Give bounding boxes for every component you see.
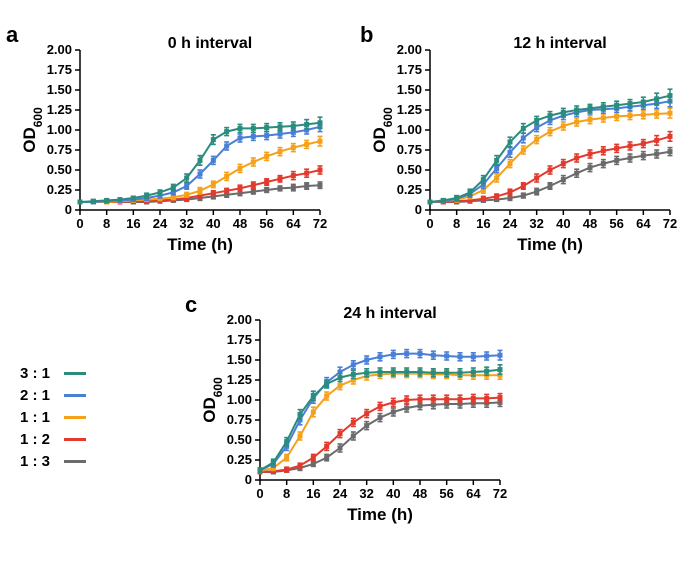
svg-text:32: 32 [359, 486, 373, 501]
svg-text:0.25: 0.25 [227, 452, 252, 467]
chart-panel-a: 0 0.25 0.50 0.75 1.00 1.25 1.50 1.75 2.00 0 8 16 24 3… [25, 40, 335, 260]
svg-text:0.25: 0.25 [47, 182, 72, 197]
svg-text:Time (h): Time (h) [167, 235, 233, 254]
svg-text:1.75: 1.75 [227, 332, 252, 347]
svg-text:16: 16 [476, 216, 490, 231]
svg-text:Time (h): Time (h) [517, 235, 583, 254]
legend-label: 1 : 1 [20, 409, 64, 426]
legend-item: 2 : 1 [20, 384, 86, 406]
svg-text:0.50: 0.50 [47, 162, 72, 177]
figure-root: { "figure":{ "width":685,"height":561,"b… [0, 0, 685, 561]
svg-text:0: 0 [426, 216, 433, 231]
legend-item: 1 : 3 [20, 450, 86, 472]
svg-text:24: 24 [503, 216, 518, 231]
svg-text:2.00: 2.00 [397, 42, 422, 57]
svg-text:1.50: 1.50 [227, 352, 252, 367]
legend-item: 1 : 1 [20, 406, 86, 428]
svg-text:0.75: 0.75 [47, 142, 72, 157]
svg-text:24: 24 [333, 486, 348, 501]
svg-text:16: 16 [306, 486, 320, 501]
svg-text:72: 72 [663, 216, 677, 231]
legend-swatch [64, 460, 86, 463]
svg-text:56: 56 [439, 486, 453, 501]
svg-text:2.00: 2.00 [227, 312, 252, 327]
svg-text:1.50: 1.50 [47, 82, 72, 97]
svg-text:32: 32 [529, 216, 543, 231]
svg-text:1.50: 1.50 [397, 82, 422, 97]
svg-text:8: 8 [103, 216, 110, 231]
svg-text:48: 48 [413, 486, 427, 501]
legend-label: 3 : 1 [20, 365, 64, 382]
legend-swatch [64, 438, 86, 441]
legend-swatch [64, 394, 86, 397]
chart-panel-b: 0 0.25 0.50 0.75 1.00 1.25 1.50 1.75 2.00 0 8 16 24 3… [375, 40, 685, 260]
svg-text:48: 48 [583, 216, 597, 231]
svg-text:1.25: 1.25 [227, 372, 252, 387]
svg-text:40: 40 [556, 216, 570, 231]
legend-item: 1 : 2 [20, 428, 86, 450]
svg-text:64: 64 [636, 216, 651, 231]
svg-text:0.50: 0.50 [397, 162, 422, 177]
svg-text:40: 40 [206, 216, 220, 231]
svg-text:0: 0 [65, 202, 72, 217]
svg-text:64: 64 [466, 486, 481, 501]
svg-text:1.75: 1.75 [47, 62, 72, 77]
svg-text:1.25: 1.25 [47, 102, 72, 117]
legend-label: 2 : 1 [20, 387, 64, 404]
svg-text:56: 56 [259, 216, 273, 231]
svg-text:32: 32 [179, 216, 193, 231]
svg-text:16: 16 [126, 216, 140, 231]
svg-text:0.50: 0.50 [227, 432, 252, 447]
svg-text:48: 48 [233, 216, 247, 231]
legend-swatch [64, 372, 86, 375]
svg-text:1.75: 1.75 [397, 62, 422, 77]
svg-text:72: 72 [313, 216, 327, 231]
svg-text:8: 8 [283, 486, 290, 501]
panel-letter-b: b [360, 22, 373, 48]
svg-text:56: 56 [609, 216, 623, 231]
svg-text:0: 0 [245, 472, 252, 487]
legend-swatch [64, 416, 86, 419]
svg-text:8: 8 [453, 216, 460, 231]
svg-text:40: 40 [386, 486, 400, 501]
svg-text:1.00: 1.00 [227, 392, 252, 407]
svg-text:1.00: 1.00 [397, 122, 422, 137]
svg-text:1.25: 1.25 [397, 102, 422, 117]
chart-panel-c: 0 0.25 0.50 0.75 1.00 1.25 1.50 1.75 2.00 0 8 16 24 3… [205, 310, 515, 530]
svg-text:64: 64 [286, 216, 301, 231]
svg-text:Time (h): Time (h) [347, 505, 413, 524]
legend-label: 1 : 3 [20, 453, 64, 470]
svg-text:0.75: 0.75 [227, 412, 252, 427]
panel-letter-a: a [6, 22, 18, 48]
svg-text:OD600: OD600 [200, 377, 225, 423]
svg-text:0: 0 [415, 202, 422, 217]
svg-text:72: 72 [493, 486, 507, 501]
svg-text:0: 0 [76, 216, 83, 231]
svg-text:24: 24 [153, 216, 168, 231]
svg-text:0.75: 0.75 [397, 142, 422, 157]
legend: 3 : 1 2 : 1 1 : 1 1 : 2 1 : 3 [20, 362, 86, 472]
legend-label: 1 : 2 [20, 431, 64, 448]
svg-text:0.25: 0.25 [397, 182, 422, 197]
svg-text:2.00: 2.00 [47, 42, 72, 57]
panel-letter-c: c [185, 292, 197, 318]
svg-text:0: 0 [256, 486, 263, 501]
svg-text:1.00: 1.00 [47, 122, 72, 137]
svg-text:OD600: OD600 [20, 107, 45, 153]
legend-item: 3 : 1 [20, 362, 86, 384]
svg-text:OD600: OD600 [370, 107, 395, 153]
